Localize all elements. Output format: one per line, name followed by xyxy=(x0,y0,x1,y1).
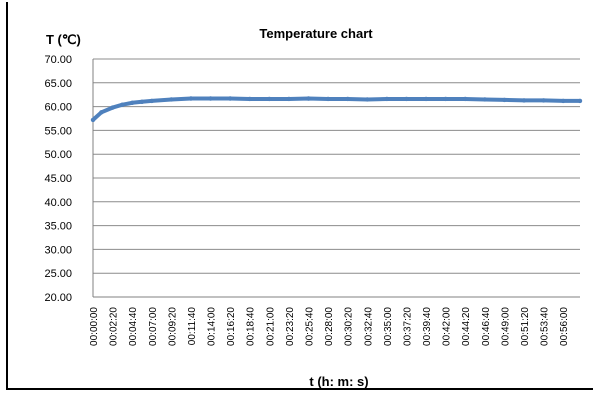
grid-lines xyxy=(93,58,580,298)
data-point xyxy=(149,98,154,104)
y-tick-label: 45.00 xyxy=(44,173,72,185)
data-point xyxy=(129,100,135,105)
x-tick-label: 00:51:20 xyxy=(520,307,531,346)
data-point xyxy=(541,98,546,103)
temperature-series-line xyxy=(91,96,582,122)
y-axis-label: T (℃) xyxy=(46,32,81,47)
data-point xyxy=(345,96,350,102)
data-point xyxy=(120,102,125,107)
data-point xyxy=(247,96,252,102)
y-tick-label: 60.00 xyxy=(44,102,72,114)
data-point xyxy=(139,99,145,105)
data-point xyxy=(365,97,370,102)
x-tick-label: 00:11:40 xyxy=(187,307,198,346)
data-point xyxy=(227,96,233,101)
x-tick-label: 00:56:00 xyxy=(559,307,570,346)
data-point xyxy=(404,96,409,102)
x-axis-label: t (h: m: s) xyxy=(309,374,368,389)
x-tick-label: 00:07:00 xyxy=(148,307,159,346)
y-tick-label: 50.00 xyxy=(44,149,72,161)
y-tick-label: 40.00 xyxy=(44,197,72,209)
data-point xyxy=(286,96,292,102)
data-point xyxy=(99,110,104,115)
chart-frame xyxy=(6,2,593,390)
x-tick-label: 00:53:40 xyxy=(540,307,551,346)
data-point xyxy=(306,96,311,101)
x-tick-label: 00:30:20 xyxy=(344,307,355,346)
x-axis: 00:00:00 00:02:20 00:04:40 00:07:00 00:09:20… xyxy=(89,307,570,346)
x-tick-label: 00:35:00 xyxy=(383,307,394,346)
data-point xyxy=(208,96,213,101)
data-point xyxy=(521,98,527,103)
series-group xyxy=(90,96,583,123)
x-tick-label: 00:04:40 xyxy=(128,307,139,346)
x-tick-label: 00:25:40 xyxy=(305,307,316,346)
x-tick-label: 00:37:20 xyxy=(402,307,413,346)
x-tick-label: 00:00:00 xyxy=(89,307,100,346)
data-point xyxy=(110,105,115,110)
x-tick-label: 00:16:20 xyxy=(226,307,237,346)
x-tick-label: 00:28:00 xyxy=(324,307,335,346)
data-point xyxy=(90,117,96,123)
x-tick-label: 00:32:40 xyxy=(363,307,374,346)
x-tick-label: 00:23:20 xyxy=(285,307,296,346)
chart-title: Temperature chart xyxy=(259,26,373,41)
data-point xyxy=(169,97,174,102)
y-tick-label: 25.00 xyxy=(44,268,72,280)
y-axis: 20.00 25.00 30.00 35.00 40.00 45.00 50.00 55.00… xyxy=(44,54,94,304)
x-tick-label: 00:09:20 xyxy=(167,307,178,346)
data-point xyxy=(267,96,272,102)
data-point xyxy=(443,96,448,102)
y-tick-label: 70.00 xyxy=(44,54,72,66)
data-point xyxy=(384,96,390,102)
x-tick-label: 00:49:00 xyxy=(500,307,511,346)
data-point xyxy=(502,97,507,103)
x-tick-label: 00:02:20 xyxy=(109,307,120,346)
data-point xyxy=(561,98,566,104)
y-tick-label: 35.00 xyxy=(44,221,72,233)
y-tick-label: 20.00 xyxy=(44,292,72,304)
data-point xyxy=(325,96,331,102)
x-tick-label: 00:14:00 xyxy=(207,307,218,346)
data-point xyxy=(188,96,194,101)
x-tick-label: 00:18:40 xyxy=(246,307,257,346)
x-tick-label: 00:42:00 xyxy=(442,307,453,346)
x-tick-label: 00:21:00 xyxy=(265,307,276,346)
data-point xyxy=(577,98,583,104)
x-tick-label: 00:39:40 xyxy=(422,307,433,346)
y-tick-label: 30.00 xyxy=(44,244,72,256)
x-tick-label: 00:44:20 xyxy=(461,307,472,346)
x-tick-label: 00:46:40 xyxy=(481,307,492,346)
data-point xyxy=(482,97,488,102)
data-point xyxy=(423,96,429,102)
data-point xyxy=(463,96,468,102)
y-tick-label: 55.00 xyxy=(44,125,72,137)
y-tick-label: 65.00 xyxy=(44,78,72,90)
